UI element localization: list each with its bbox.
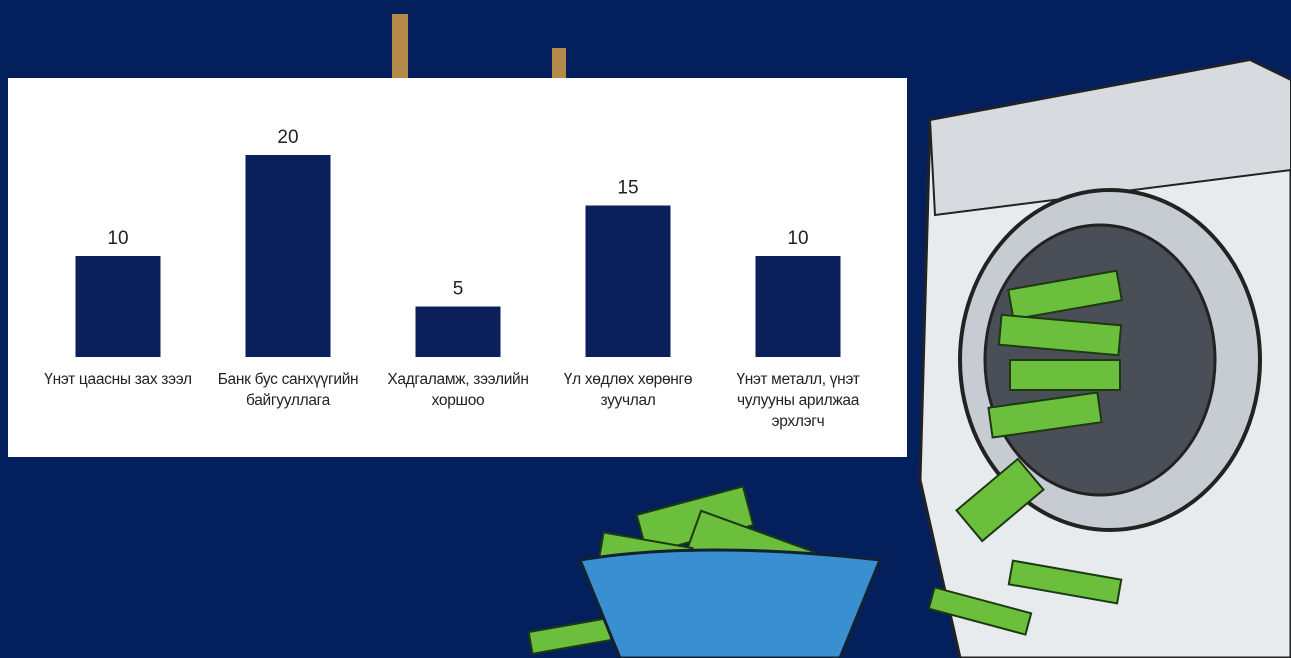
bar <box>585 205 671 357</box>
x-tick-label: Хадгаламж, зээлийн хоршоо <box>387 371 529 409</box>
value-label: 5 <box>453 279 464 300</box>
bar <box>245 155 331 357</box>
bar <box>415 306 501 357</box>
basket <box>577 548 883 658</box>
x-tick-label: Үнэт металл, үнэт чулууны арилжаа эрхлэг… <box>736 371 860 430</box>
chart: 10 20 5 15 10 <box>75 127 841 357</box>
value-label: 15 <box>617 178 638 199</box>
x-tick-label: Банк бус санхүүгийн байгууллага <box>217 371 359 409</box>
bar <box>755 256 841 357</box>
value-label: 10 <box>107 228 128 249</box>
chart-panel: 10 20 5 15 10 Үнэт цаасны зах зээл Банк бус с… <box>8 78 907 457</box>
control-panel <box>928 58 1291 217</box>
x-tick-label: Үл хөдлөх хөрөнгө зуучлал <box>563 371 693 409</box>
bar <box>75 256 161 357</box>
value-label: 20 <box>277 127 298 148</box>
x-tick-label: Үнэт цаасны зах зээл <box>44 371 192 388</box>
clothespin <box>392 14 408 84</box>
value-label: 10 <box>787 228 808 249</box>
